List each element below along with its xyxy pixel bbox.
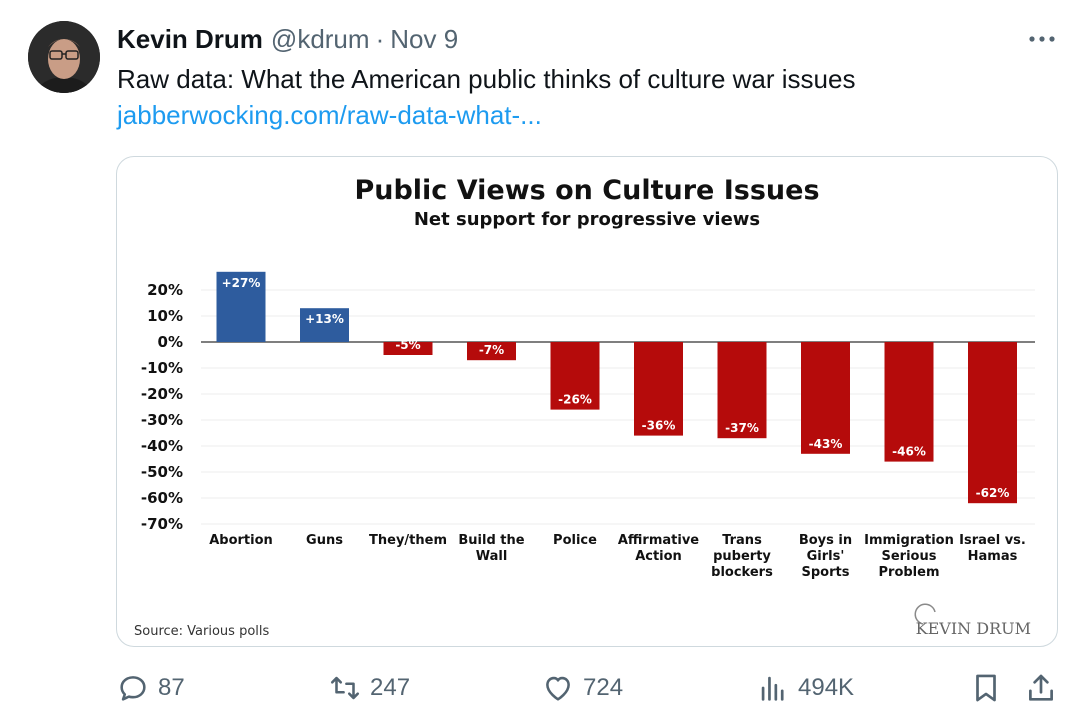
bar [968, 342, 1017, 504]
x-category-label: Guns [306, 533, 343, 548]
y-tick-label: -10% [141, 359, 183, 377]
repost-icon [330, 676, 360, 700]
more-icon [1029, 36, 1055, 42]
analytics-icon [761, 676, 784, 701]
bar [467, 342, 516, 361]
tweet-actions: 87 247 724 494K [0, 668, 1087, 708]
bookmark-button[interactable] [969, 668, 1011, 708]
watermark-logo [914, 603, 936, 625]
view-count: 494K [798, 674, 855, 701]
watermark: KEVIN DRUM [916, 619, 1031, 638]
x-category-label: puberty [713, 549, 771, 564]
y-tick-label: -30% [141, 411, 183, 429]
data-label: -43% [809, 437, 843, 451]
reply-button[interactable]: 87 [116, 668, 185, 708]
avatar[interactable] [28, 21, 100, 93]
bar [300, 308, 349, 342]
repost-count: 247 [370, 674, 411, 701]
chart-title: Public Views on Culture Issues [354, 175, 819, 206]
separator: · [375, 24, 385, 54]
x-category-label: Immigration [864, 533, 954, 548]
tweet-link[interactable]: jabberwocking.com/raw-data-what-... [117, 100, 542, 130]
share-button[interactable] [1024, 668, 1066, 708]
x-category-label: blockers [711, 565, 773, 580]
y-tick-label: -70% [141, 515, 183, 533]
bar [801, 342, 850, 454]
data-label: +13% [305, 312, 344, 326]
data-label: -46% [892, 445, 926, 459]
tweet-date[interactable]: Nov 9 [390, 24, 459, 54]
y-tick-label: 20% [147, 281, 183, 299]
bar-chart: Public Views on Culture Issues Net suppor… [134, 175, 1035, 639]
data-label: -36% [642, 419, 676, 433]
like-count: 724 [583, 674, 624, 701]
x-category-label: Sports [802, 565, 850, 580]
y-tick-label: -60% [141, 489, 183, 507]
bookmark-icon [976, 674, 996, 702]
heart-icon [546, 676, 570, 701]
x-category-label: Hamas [968, 549, 1018, 564]
y-tick-label: -40% [141, 437, 183, 455]
bar [717, 342, 767, 439]
author-name[interactable]: Kevin Drum [117, 24, 263, 54]
reply-count: 87 [158, 674, 185, 701]
x-category-label: Serious [882, 549, 937, 564]
x-category-label: Build the [458, 533, 524, 548]
data-label: -62% [976, 486, 1010, 500]
x-category-label: Trans [722, 533, 762, 548]
like-button[interactable]: 724 [541, 668, 623, 708]
chart-subtitle: Net support for progressive views [414, 209, 760, 230]
views-button[interactable]: 494K [756, 668, 854, 708]
bar [634, 342, 683, 436]
bar [216, 271, 266, 342]
x-category-label: Affirmative [618, 533, 699, 548]
data-label: -7% [479, 343, 504, 357]
x-category-label: Abortion [209, 533, 273, 548]
data-label: -26% [558, 393, 592, 407]
bar [550, 342, 600, 410]
tweet-text: Raw data: What the American public think… [117, 64, 856, 94]
data-label: -5% [395, 338, 420, 352]
source-note: Source: Various polls [134, 624, 269, 639]
data-label: +27% [222, 276, 261, 290]
x-category-label: Boys in [799, 533, 852, 548]
y-tick-label: 0% [158, 333, 183, 351]
y-tick-label: -50% [141, 463, 183, 481]
bar [884, 342, 934, 462]
x-category-label: Problem [879, 565, 940, 580]
bar [383, 342, 433, 355]
repost-button[interactable]: 247 [328, 668, 410, 708]
more-options-button[interactable] [1027, 26, 1057, 52]
y-tick-label: -20% [141, 385, 183, 403]
avatar-image [28, 21, 100, 93]
x-category-label: Police [553, 533, 597, 548]
x-category-label: Wall [476, 549, 508, 564]
data-label: -37% [725, 421, 759, 435]
reply-icon [120, 676, 146, 701]
y-tick-label: 10% [147, 307, 183, 325]
chart-image-card[interactable]: Public Views on Culture Issues Net suppor… [116, 156, 1058, 647]
tweet-header: Kevin Drum @kdrum · Nov 9 [117, 24, 458, 56]
share-icon [1029, 674, 1053, 701]
x-category-label: Girls' [807, 549, 845, 564]
author-handle[interactable]: @kdrum [270, 24, 370, 54]
x-category-label: They/them [369, 533, 447, 548]
x-category-label: Action [635, 549, 682, 564]
x-category-label: Israel vs. [959, 533, 1026, 548]
